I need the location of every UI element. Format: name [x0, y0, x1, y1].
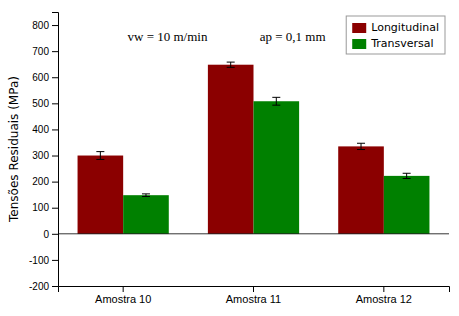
error-bar [96, 152, 104, 160]
y-tick: 0 [43, 229, 58, 240]
x-axis-line [59, 287, 450, 293]
y-tick-label: 100 [32, 202, 49, 213]
y-tick: 800 [32, 20, 58, 31]
y-tick: -200 [29, 281, 58, 292]
legend-box [346, 16, 445, 54]
series [123, 97, 429, 233]
x-tick-label: Amostra 12 [356, 293, 412, 305]
y-axis: -200 -100 0 100 200 300 400 500 600 700 800 [29, 13, 59, 292]
legend-label: Longitudinal [371, 21, 439, 34]
y-tick-label: 400 [32, 124, 49, 135]
error-bar [403, 173, 411, 178]
y-tick-label: 300 [32, 150, 49, 161]
y-tick-label: -100 [29, 255, 49, 266]
y-tick: 600 [32, 72, 58, 83]
error-bar [142, 194, 150, 197]
x-tick: Amostra 11 [226, 286, 281, 305]
y-tick: 500 [32, 98, 58, 109]
y-tick-mark [52, 156, 58, 157]
y-tick-label: 600 [32, 72, 49, 83]
x-axis: Amostra 10 Amostra 11 Amostra 12 [59, 286, 450, 305]
y-tick-label: 0 [43, 229, 49, 240]
y-tick-mark [52, 182, 58, 183]
y-tick-mark [52, 234, 58, 235]
y-tick-mark [52, 51, 58, 52]
y-tick-mark [52, 129, 58, 130]
legend-item: Transversal [352, 37, 433, 50]
annotation: ap = 0,1 mm [260, 29, 326, 44]
bar [123, 195, 169, 234]
error-bar [227, 62, 235, 67]
y-tick-label: -200 [29, 281, 49, 292]
bar [338, 146, 384, 233]
bar [208, 65, 254, 234]
y-tick-mark [52, 25, 58, 26]
bar [384, 176, 430, 234]
legend-label: Transversal [370, 37, 433, 50]
y-tick-mark [52, 77, 58, 78]
y-tick-label: 700 [32, 46, 49, 57]
series [78, 62, 384, 234]
y-tick: -100 [29, 255, 58, 266]
y-tick-mark [52, 103, 58, 104]
x-tick: Amostra 12 [356, 286, 412, 305]
bar [78, 156, 124, 234]
marks [78, 62, 430, 234]
y-tick: 100 [32, 202, 58, 213]
annotation: vw = 10 m/min [128, 29, 208, 44]
legend-swatch [352, 23, 366, 33]
y-tick: 200 [32, 176, 58, 187]
chart: -200 -100 0 100 200 300 400 500 600 700 800 Amostra… [0, 0, 459, 316]
x-tick-label: Amostra 10 [95, 293, 151, 305]
y-tick-label: 200 [32, 176, 49, 187]
legend-swatch [352, 39, 366, 49]
x-tick-mark [123, 286, 124, 292]
y-tick-mark [52, 260, 58, 261]
y-tick: 700 [32, 46, 58, 57]
y-tick-mark [52, 286, 58, 287]
y-axis-title: Tensões Residuais (MPa) [7, 76, 21, 223]
legend: Longitudinal Transversal [346, 16, 445, 54]
y-tick-label: 800 [32, 20, 49, 31]
x-tick-mark [383, 286, 384, 292]
error-bar [357, 143, 365, 149]
bar [254, 101, 300, 234]
legend-item: Longitudinal [352, 21, 439, 34]
x-tick-mark [253, 286, 254, 292]
baseline [58, 233, 449, 234]
x-tick: Amostra 10 [95, 286, 151, 305]
y-axis-line [52, 13, 59, 287]
x-tick-label: Amostra 11 [226, 293, 281, 305]
plot: -200 -100 0 100 200 300 400 500 600 700 800 Amostra… [29, 13, 450, 305]
error-bar [272, 97, 280, 105]
y-tick-mark [52, 208, 58, 209]
y-tick-label: 500 [32, 98, 49, 109]
y-tick: 400 [32, 124, 58, 135]
y-tick: 300 [32, 150, 58, 161]
